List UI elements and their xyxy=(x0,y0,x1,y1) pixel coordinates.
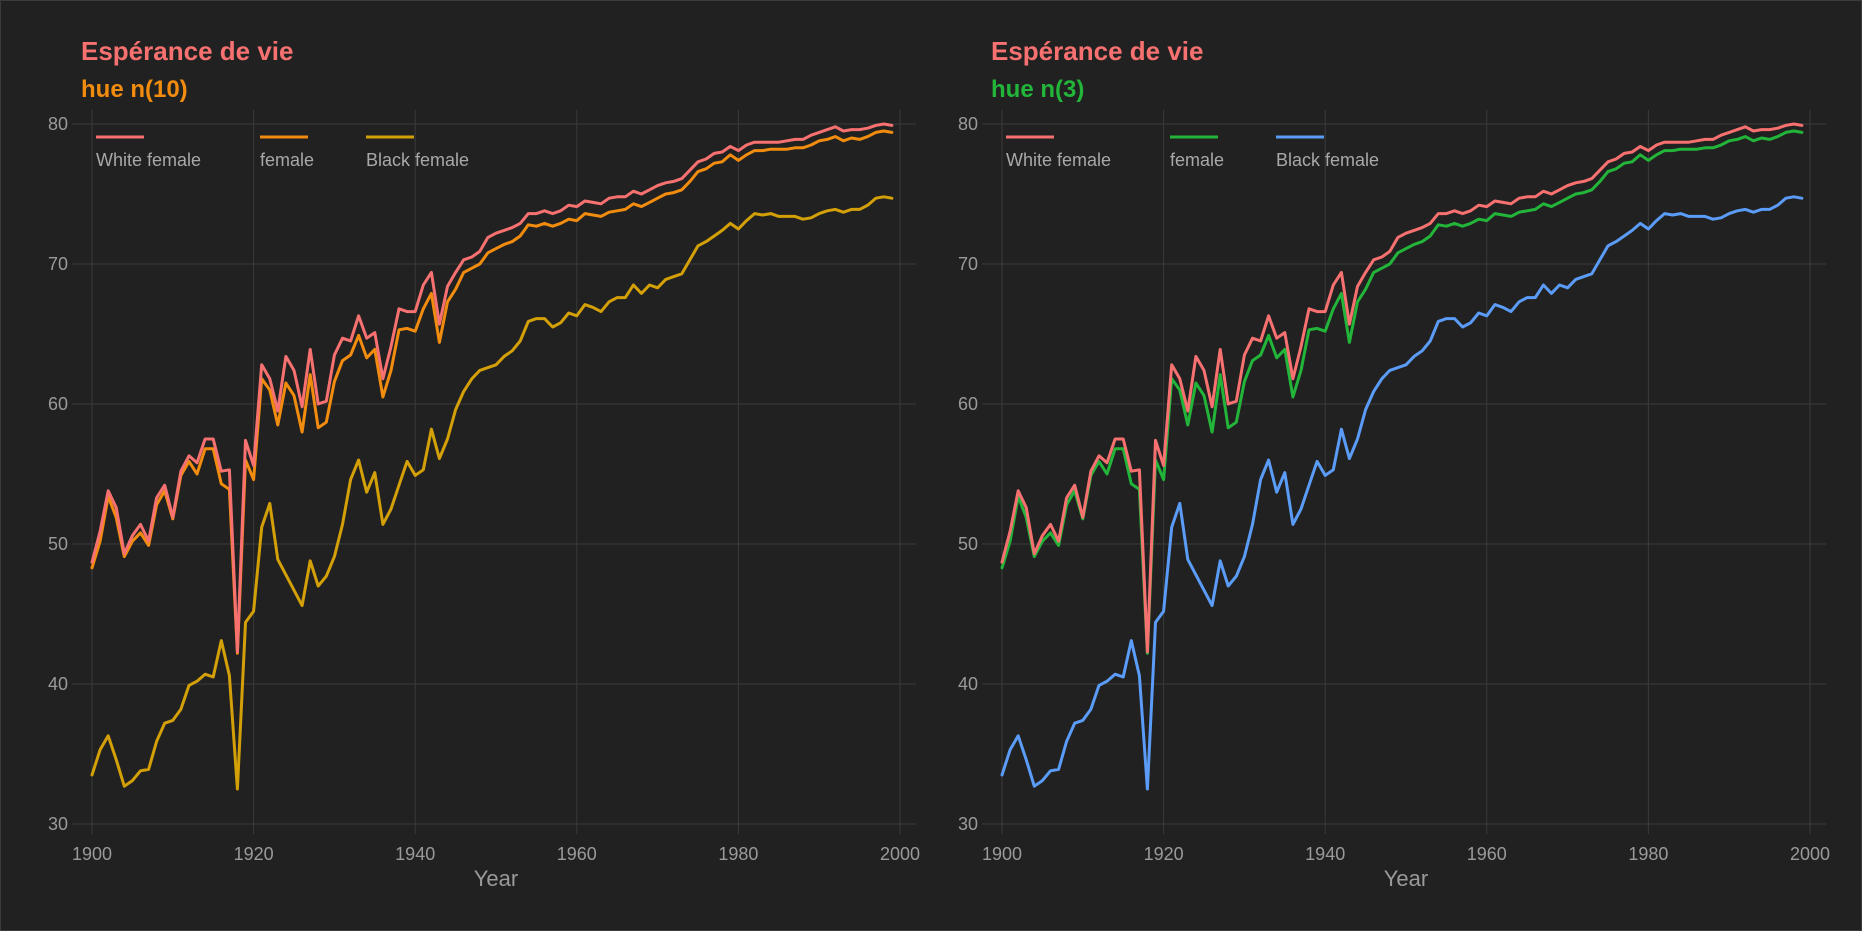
x-tick-label: 1960 xyxy=(557,844,597,864)
y-tick-label: 30 xyxy=(48,814,68,834)
y-tick-label: 70 xyxy=(958,254,978,274)
grid xyxy=(982,110,1826,834)
grid xyxy=(72,110,916,834)
x-tick-label: 2000 xyxy=(880,844,920,864)
series-line-black-female xyxy=(1000,195,1804,791)
x-axis-label: Year xyxy=(1384,866,1428,891)
chart-title: Espérance de vie xyxy=(81,36,294,66)
chart-panel-left: Espérance de vie hue n(10) 30 40 50 60 70 80 1… xyxy=(48,36,920,891)
chart-title: Espérance de vie xyxy=(991,36,1204,66)
y-tick-label: 50 xyxy=(48,534,68,554)
y-tick-label: 40 xyxy=(958,674,978,694)
x-axis-label: Year xyxy=(474,866,518,891)
line-chart: 30 40 50 60 70 80 1900 1920 1940 1960 1980 2000 Year… xyxy=(48,110,920,891)
y-tick-label: 30 xyxy=(958,814,978,834)
y-tick-label: 60 xyxy=(48,394,68,414)
legend-label: White female xyxy=(1006,150,1111,170)
series-line-black-female xyxy=(90,195,894,791)
x-tick-label: 1900 xyxy=(982,844,1022,864)
y-tick-label: 80 xyxy=(48,114,68,134)
y-tick-label: 60 xyxy=(958,394,978,414)
legend: White female female Black female xyxy=(96,135,469,170)
x-tick-label: 1920 xyxy=(234,844,274,864)
x-tick-label: 1940 xyxy=(1305,844,1345,864)
legend-label: female xyxy=(1170,150,1224,170)
x-tick-label: 1960 xyxy=(1467,844,1507,864)
y-tick-label: 80 xyxy=(958,114,978,134)
x-tick-label: 1940 xyxy=(395,844,435,864)
y-tick-label: 50 xyxy=(958,534,978,554)
x-tick-label: 1900 xyxy=(72,844,112,864)
x-tick-label: 1920 xyxy=(1144,844,1184,864)
chart-subtitle: hue n(3) xyxy=(991,76,1085,103)
legend-label: female xyxy=(260,150,314,170)
chart-subtitle: hue n(10) xyxy=(81,76,188,103)
series-line-female xyxy=(1000,129,1804,655)
legend-label: Black female xyxy=(366,150,469,170)
legend: White female female Black female xyxy=(1006,135,1379,170)
legend-label: White female xyxy=(96,150,201,170)
chart-panel-right: Espérance de vie hue n(3) 30 40 50 60 70 80 19… xyxy=(910,0,1841,931)
x-tick-label: 2000 xyxy=(1790,844,1830,864)
series-line-white-female xyxy=(90,122,894,654)
x-tick-label: 1980 xyxy=(1628,844,1668,864)
series-line-female xyxy=(90,129,894,655)
y-tick-label: 40 xyxy=(48,674,68,694)
legend-label: Black female xyxy=(1276,150,1379,170)
line-chart: 30 40 50 60 70 80 1900 1920 1940 1960 1980 2000 Year… xyxy=(958,110,1830,891)
series-line-white-female xyxy=(1000,122,1804,654)
x-tick-label: 1980 xyxy=(718,844,758,864)
y-tick-label: 70 xyxy=(48,254,68,274)
